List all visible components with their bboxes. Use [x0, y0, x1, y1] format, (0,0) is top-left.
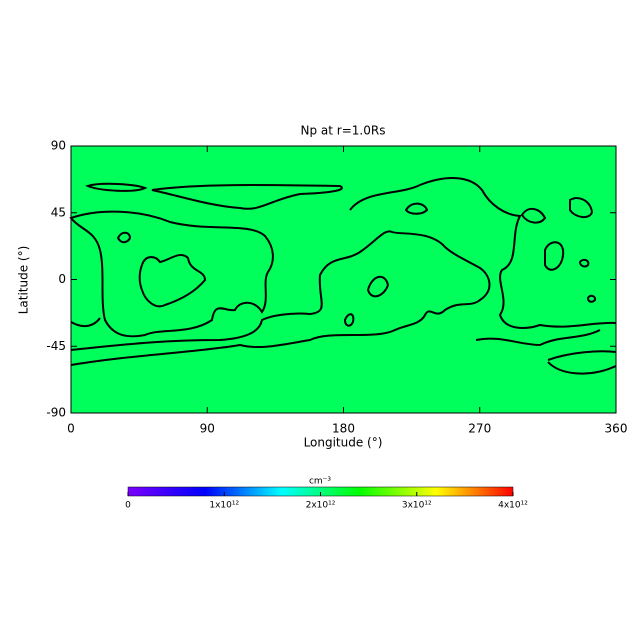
contour-line [151, 183, 343, 210]
x-tick-label: 270 [468, 422, 491, 436]
field [71, 146, 616, 413]
x-tick-label: 360 [605, 422, 628, 436]
x-axis-label: Longitude (°) [304, 436, 383, 450]
y-axis-label: Latitude (°) [17, 246, 31, 315]
contour-line [547, 350, 617, 375]
contour-line [349, 177, 617, 329]
contour-line [586, 294, 597, 303]
colorbar-label: cm⁻³ [309, 477, 331, 487]
contour-line [116, 231, 132, 244]
y-tick-label: -90 [46, 406, 66, 420]
contour-line [569, 197, 594, 218]
contour-line [475, 329, 601, 347]
chart-title: Np at r=1.0Rs [301, 124, 386, 138]
x-tick-label: 90 [200, 422, 215, 436]
contour-line [544, 241, 565, 271]
contour-line [404, 202, 429, 215]
y-tick-label: 45 [51, 205, 66, 219]
colorbar-tick-label: 3x10¹² [402, 501, 432, 511]
colorbar-tick-label: 0 [125, 501, 131, 511]
colorbar-tick-label: 4x10¹² [498, 501, 528, 511]
y-tick-label: -45 [46, 339, 66, 353]
contour-line [70, 317, 101, 328]
y-tick-label: 90 [51, 139, 66, 153]
contour-line [366, 275, 390, 298]
x-tick-label: 0 [67, 422, 75, 436]
contour-line [138, 253, 207, 308]
contour-line [85, 182, 148, 192]
contour-line [520, 207, 547, 224]
y-tick-label: 0 [58, 272, 66, 286]
colorbar-tick-label: 2x10¹² [306, 501, 336, 511]
contours [69, 177, 617, 375]
contour-line [343, 313, 355, 327]
x-tick-label: 180 [332, 422, 355, 436]
contour-line [70, 230, 491, 366]
contour-line [578, 258, 590, 268]
colorbar-tick-label: 1x10¹² [209, 501, 239, 511]
contour-line [69, 210, 274, 338]
